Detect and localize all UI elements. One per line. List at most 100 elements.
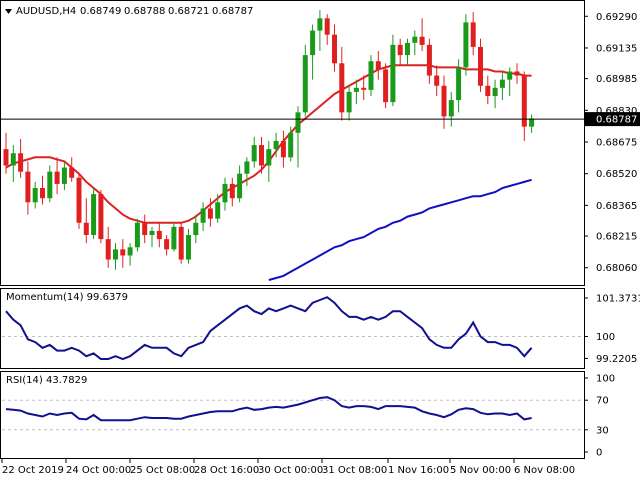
bullish-candle: [266, 149, 272, 166]
bullish-candle: [499, 79, 505, 88]
bearish-candle: [397, 44, 403, 56]
bullish-candle: [295, 112, 301, 133]
bullish-candle: [134, 222, 140, 248]
bullish-candle: [273, 140, 279, 150]
bullish-candle: [507, 71, 513, 80]
momentum-panel-border: [0, 288, 585, 369]
price-tick-label: 0.68830: [596, 106, 637, 117]
bullish-candle: [222, 183, 228, 203]
rsi-panel-border: [0, 371, 585, 459]
momentum-line: [5, 296, 533, 361]
bearish-candle: [259, 145, 264, 166]
bearish-candle: [419, 36, 425, 45]
bullish-candle: [368, 61, 374, 90]
bullish-candle: [215, 202, 221, 219]
bearish-candle: [54, 171, 60, 184]
momentum-panel[interactable]: Momentum(14) 99.6379 101.3731 100 99.2205: [0, 288, 640, 369]
time-tick-label: 31 Oct 08:00: [322, 465, 387, 476]
bullish-candle: [288, 132, 294, 158]
bullish-candle: [405, 42, 410, 56]
bearish-candle: [426, 44, 432, 76]
bearish-candle: [470, 22, 476, 47]
momentum-indicator: 101.3731 100 99.2205: [2, 293, 640, 365]
bearish-candle: [18, 153, 24, 172]
bearish-candle: [164, 239, 170, 250]
price-tick-label: 0.68365: [596, 201, 637, 212]
bullish-candle: [10, 153, 16, 166]
bearish-candle: [361, 87, 367, 90]
rsi-title: RSI(14) 43.7829: [6, 375, 87, 386]
bullish-candle: [47, 171, 53, 199]
bullish-candle: [127, 247, 133, 256]
price-tick-label: 0.68675: [596, 138, 637, 149]
bearish-candle: [3, 149, 9, 166]
bearish-candle: [332, 34, 337, 64]
bullish-candle: [193, 222, 199, 236]
bullish-candle: [390, 44, 396, 103]
rsi-indicator: 100 70 30 0: [2, 374, 615, 459]
bullish-candle: [353, 87, 359, 92]
bearish-candle: [83, 222, 89, 236]
bearish-candle: [521, 75, 527, 127]
time-tick-label: 22 Oct 2019: [2, 465, 64, 476]
bearish-candle: [339, 63, 345, 113]
rsi-tick-label: 0: [596, 448, 602, 459]
time-tick-label: 25 Oct 08:00: [130, 465, 195, 476]
time-tick-label: 6 Nov 08:00: [514, 465, 575, 476]
price-tick-label: 0.68520: [596, 169, 637, 180]
header-high: 0.68788: [124, 6, 165, 17]
bullish-candle: [317, 18, 323, 31]
bearish-candle: [478, 46, 483, 86]
bullish-candle: [310, 30, 316, 56]
price-axis: 0.69290 0.69135 0.68985 0.68830 0.68675 0.685…: [584, 12, 637, 274]
bearish-candle: [120, 249, 126, 256]
rsi-line: [5, 396, 532, 422]
bearish-candle: [142, 222, 148, 236]
bullish-candle: [200, 208, 206, 223]
candlesticks: [3, 10, 535, 270]
bearish-candle: [207, 208, 213, 219]
bearish-candle: [40, 188, 45, 199]
rsi-tick-label: 100: [596, 374, 615, 385]
rsi-panel[interactable]: RSI(14) 43.7829 100 70 30 0: [0, 371, 616, 459]
time-tick-label: 28 Oct 16:00: [194, 465, 259, 476]
momentum-tick-label: 99.2205: [596, 354, 637, 365]
price-tick-label: 0.68985: [596, 74, 637, 85]
price-tick-label: 0.68060: [596, 263, 637, 274]
bearish-candle: [69, 167, 75, 178]
triangle-down-icon[interactable]: [5, 9, 12, 14]
bearish-candle: [105, 239, 111, 260]
price-panel-border: [0, 0, 585, 286]
bullish-candle: [492, 87, 498, 96]
bullish-candle: [412, 36, 418, 43]
bearish-candle: [383, 69, 389, 103]
bearish-candle: [76, 177, 82, 223]
bearish-candle: [441, 85, 447, 117]
header-symbol: AUDUSD,H4: [16, 6, 76, 17]
bearish-candle: [98, 194, 104, 240]
price-tick-label: 0.69135: [596, 43, 637, 54]
slow-moving-average-line: [268, 178, 532, 281]
time-tick-label: 5 Nov 00:00: [450, 465, 511, 476]
bearish-candle: [485, 85, 491, 96]
current-price-box: [585, 112, 640, 127]
bullish-candle: [91, 194, 97, 236]
bearish-candle: [156, 230, 162, 240]
current-price-label: 0.68787: [596, 115, 637, 126]
price-panel[interactable]: AUDUSD,H4 0.68749 0.68788 0.68721 0.6878…: [0, 0, 640, 286]
bearish-candle: [229, 183, 235, 199]
bullish-candle: [149, 230, 155, 236]
bullish-candle: [302, 55, 308, 113]
bearish-candle: [280, 140, 286, 158]
bullish-candle: [61, 167, 67, 184]
header-close: 0.68787: [212, 6, 253, 17]
bearish-candle: [514, 71, 520, 76]
bullish-candle: [186, 235, 191, 260]
momentum-title: Momentum(14) 99.6379: [6, 292, 128, 303]
bearish-candle: [375, 61, 381, 70]
price-tick-label: 0.68215: [596, 232, 637, 243]
bullish-candle: [171, 226, 177, 250]
header-low: 0.68721: [168, 6, 209, 17]
